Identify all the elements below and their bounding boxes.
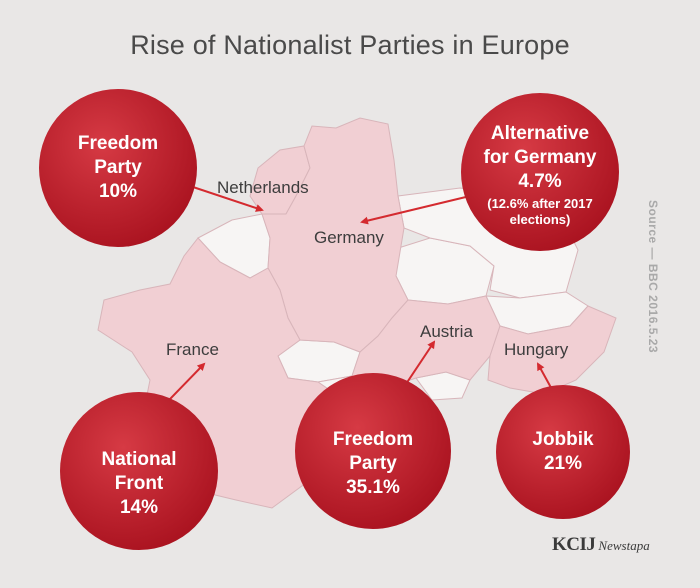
party-netherlands-name2: Party — [94, 157, 142, 178]
party-austria: Freedom Party 35.1% — [303, 428, 443, 500]
party-france: National Front 14% — [69, 448, 209, 520]
label-france: France — [166, 340, 219, 359]
logo-main-text: KCIJ — [552, 534, 596, 555]
bubble-france — [60, 392, 218, 550]
party-netherlands-share: 10% — [98, 181, 138, 202]
party-netherlands-name1: Freedom — [77, 133, 159, 154]
party-france-share: 14% — [119, 497, 159, 518]
country-hungary — [487, 305, 617, 395]
party-hungary-name1: Jobbik — [532, 429, 594, 450]
party-hungary: Jobbik 21% — [503, 428, 623, 476]
party-austria-name2: Party — [349, 453, 397, 474]
party-netherlands: Freedom Party 10% — [48, 132, 188, 204]
party-france-name1: National — [101, 449, 177, 470]
bubble-hungary — [496, 385, 630, 519]
party-austria-share: 35.1% — [346, 477, 400, 498]
logo-sub-text: Newstapa — [598, 538, 650, 553]
source-note: Source — BBC 2016.5.23 — [646, 200, 660, 354]
page-title: Rise of Nationalist Parties in Europe — [130, 30, 570, 60]
label-germany: Germany — [314, 228, 384, 247]
label-netherlands: Netherlands — [217, 178, 309, 197]
label-hungary: Hungary — [504, 340, 569, 359]
bubble-austria — [295, 373, 451, 529]
party-germany: Alternative for Germany 4.7% (12.6% afte… — [460, 122, 620, 228]
party-france-name2: Front — [114, 473, 164, 494]
arrow-germany — [360, 195, 471, 225]
bubble-netherlands — [39, 89, 197, 247]
party-germany-note: (12.6% after 2017 elections) — [487, 196, 593, 227]
party-hungary-share: 21% — [543, 453, 583, 474]
party-germany-share: 4.7% — [518, 171, 562, 192]
bubble-germany — [461, 93, 619, 251]
party-austria-name1: Freedom — [332, 429, 414, 450]
label-austria: Austria — [420, 322, 473, 341]
publisher-logo: KCIJ Newstapa — [552, 534, 650, 556]
party-germany-name2: for Germany — [483, 147, 597, 168]
party-germany-name1: Alternative — [490, 123, 590, 144]
